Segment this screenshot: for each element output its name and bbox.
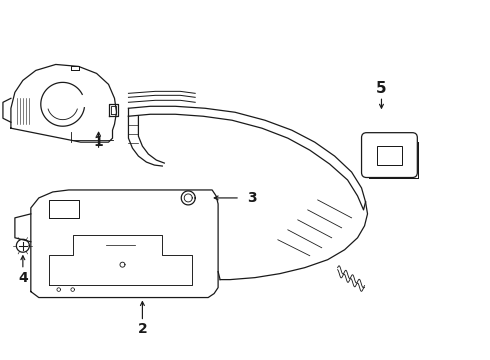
Text: 4: 4 <box>18 271 28 285</box>
Bar <box>377 145 402 165</box>
Text: 1: 1 <box>94 135 103 149</box>
Text: 5: 5 <box>376 81 387 96</box>
Text: 3: 3 <box>247 191 257 205</box>
Text: 2: 2 <box>138 323 147 337</box>
